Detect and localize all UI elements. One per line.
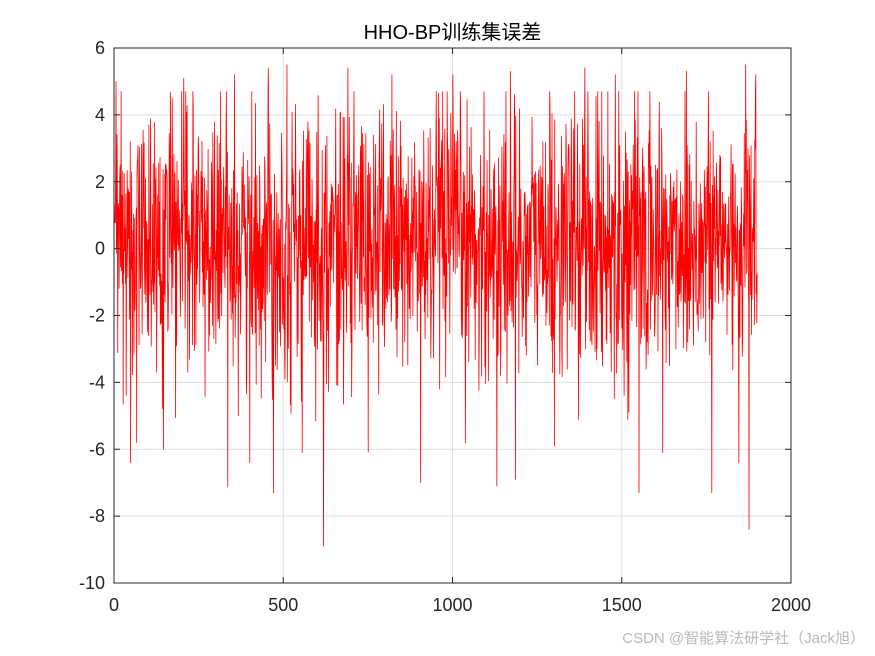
y-tick-label: 4	[95, 105, 105, 125]
x-tick-label: 1500	[602, 595, 642, 615]
tick-labels: 0 500 1000 1500 2000 6 4 2 0 -2 -4 -6 -8 -10	[79, 38, 811, 615]
y-tick-label: -10	[79, 573, 105, 593]
y-tick-label: -4	[89, 372, 105, 392]
y-tick-label: 0	[95, 239, 105, 259]
y-tick-label: -6	[89, 439, 105, 459]
watermark: CSDN @智能算法研学社（Jack旭）	[622, 630, 865, 647]
y-tick-label: 2	[95, 172, 105, 192]
x-tick-label: 2000	[771, 595, 811, 615]
series-layer	[113, 64, 758, 547]
x-tick-label: 1000	[432, 595, 472, 615]
chart-title: HHO-BP训练集误差	[364, 21, 542, 44]
y-tick-label: 6	[95, 38, 105, 58]
x-tick-label: 500	[268, 595, 298, 615]
x-tick-label: 0	[109, 595, 119, 615]
y-tick-label: -2	[89, 306, 105, 326]
axes	[113, 47, 792, 584]
series-line	[113, 64, 758, 547]
y-tick-label: -8	[89, 506, 105, 526]
